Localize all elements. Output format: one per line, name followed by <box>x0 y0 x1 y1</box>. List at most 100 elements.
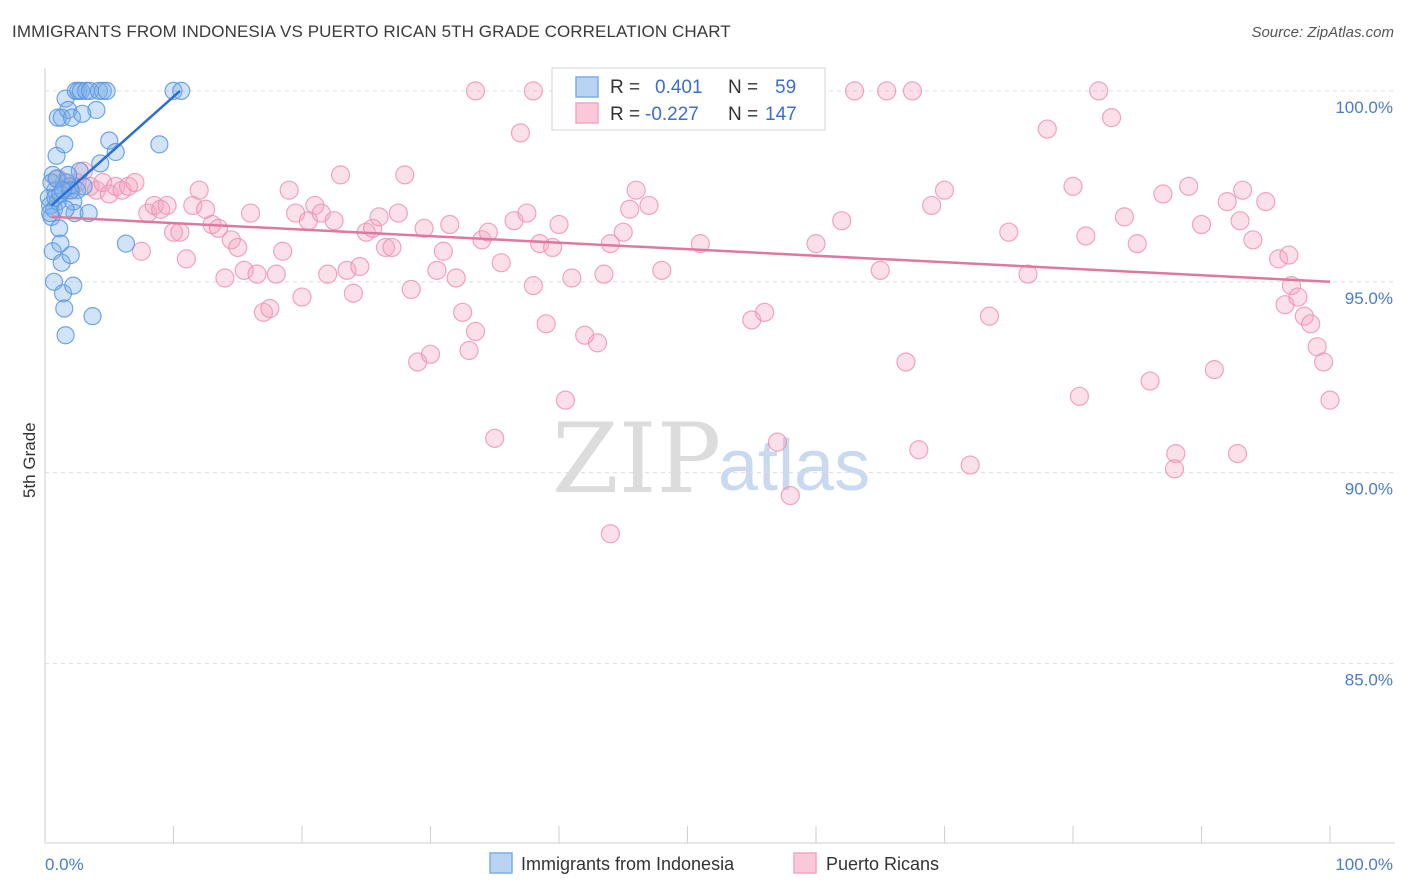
legend-r-label-2: R = <box>610 104 640 125</box>
puerto-ricans-point <box>1114 207 1135 227</box>
legend-n-label-2: N = <box>728 104 758 125</box>
puerto-ricans-point <box>157 195 177 216</box>
puerto-ricans-point <box>401 279 421 300</box>
indonesia-point <box>39 188 58 207</box>
indonesia-point <box>56 326 75 345</box>
puerto-ricans-point <box>652 260 672 280</box>
indonesia-point <box>106 142 125 162</box>
indonesia-point <box>56 200 75 219</box>
puerto-ricans-point <box>1089 81 1109 101</box>
puerto-ricans-point <box>844 81 865 101</box>
puerto-ricans-point <box>221 230 241 250</box>
indonesia-point <box>64 192 83 211</box>
legend-n-label-1: N = <box>728 77 758 98</box>
legend-swatch-blue <box>575 76 599 98</box>
indonesia-point <box>47 169 66 188</box>
puerto-ricans-point <box>517 203 537 223</box>
puerto-ricans-point <box>594 264 614 284</box>
indonesia-point <box>48 108 67 127</box>
puerto-ricans-point <box>337 260 357 280</box>
puerto-ricans-point <box>170 222 190 242</box>
puerto-ricans-trend-line <box>51 215 1331 284</box>
puerto-ricans-point <box>1037 119 1057 139</box>
indonesia-point <box>172 81 191 101</box>
puerto-ricans-point <box>896 352 916 372</box>
puerto-ricans-point <box>999 222 1019 242</box>
puerto-ricans-point <box>453 302 473 322</box>
indonesia-point <box>53 181 73 200</box>
legend-r-value-2: -0.227 <box>645 104 699 125</box>
puerto-ricans-point <box>620 199 640 219</box>
puerto-ricans-point <box>1320 390 1340 410</box>
puerto-ricans-point <box>1294 306 1314 326</box>
puerto-ricans-point <box>1204 360 1224 380</box>
puerto-ricans-point <box>562 268 582 288</box>
puerto-ricans-point <box>523 276 543 296</box>
puerto-ricans-point <box>587 333 608 353</box>
puerto-ricans-point <box>382 237 402 258</box>
puerto-ricans-point <box>1101 108 1122 128</box>
indonesia-point <box>150 135 169 154</box>
tick-labels: 100.0% 95.0% 90.0% 85.0% 0.0% 100.0% <box>45 98 1393 874</box>
puerto-ricans-point <box>414 218 434 238</box>
puerto-ricans-point <box>131 241 151 261</box>
puerto-ricans-point <box>1076 226 1096 246</box>
trend-lines <box>50 89 1331 284</box>
source-label: Source: ZipAtlas.com <box>1251 24 1394 41</box>
bottom-legend: Immigrants from Indonesia Puerto Ricans <box>489 852 939 874</box>
gridlines <box>45 90 1395 665</box>
puerto-ricans-point <box>420 344 441 364</box>
puerto-ricans-point <box>440 214 460 235</box>
puerto-ricans-point <box>350 256 370 277</box>
bottom-legend-label-indonesia: Immigrants from Indonesia <box>521 854 735 874</box>
puerto-ricans-points <box>48 81 1340 544</box>
bottom-legend-label-puerto-ricans: Puerto Ricans <box>826 854 939 874</box>
puerto-ricans-point <box>555 390 576 410</box>
puerto-ricans-point <box>902 81 922 101</box>
puerto-ricans-point <box>1018 264 1038 284</box>
puerto-ricans-point <box>1191 214 1212 235</box>
puerto-ricans-point <box>626 180 646 200</box>
puerto-ricans-point <box>369 207 389 227</box>
indonesia-point <box>100 131 119 150</box>
puerto-ricans-point <box>1069 386 1090 406</box>
puerto-ricans-point <box>909 440 929 460</box>
puerto-ricans-point <box>832 211 852 231</box>
puerto-ricans-point <box>1063 176 1083 196</box>
puerto-ricans-point <box>510 123 531 143</box>
puerto-ricans-point <box>446 268 466 288</box>
puerto-ricans-point <box>536 314 556 334</box>
bottom-legend-swatch-blue <box>489 852 513 874</box>
puerto-ricans-point <box>1230 211 1250 231</box>
y-tick-label-2: 90.0% <box>1345 480 1393 499</box>
puerto-ricans-point <box>395 165 415 185</box>
indonesia-point <box>89 81 109 101</box>
puerto-ricans-point <box>1153 184 1173 204</box>
indonesia-point <box>73 104 92 123</box>
puerto-ricans-point <box>292 287 312 307</box>
axes <box>44 68 1395 844</box>
indonesia-point <box>53 284 73 303</box>
indonesia-points <box>39 81 191 345</box>
indonesia-point <box>116 234 136 253</box>
puerto-ricans-point <box>1279 245 1299 265</box>
puerto-ricans-point <box>215 268 235 288</box>
puerto-ricans-point <box>93 172 113 193</box>
puerto-ricans-point <box>273 241 293 261</box>
y-tick-label-3: 85.0% <box>1345 671 1393 690</box>
puerto-ricans-point <box>600 524 621 544</box>
puerto-ricans-point <box>523 81 543 101</box>
indonesia-point <box>164 81 183 101</box>
puerto-ricans-point <box>465 81 486 101</box>
indonesia-point <box>52 108 71 127</box>
puerto-ricans-point <box>260 298 280 319</box>
indonesia-point <box>50 219 69 238</box>
puerto-ricans-point <box>1217 192 1237 212</box>
puerto-ricans-point <box>228 237 248 258</box>
indonesia-point <box>61 245 80 265</box>
y-tick-label-1: 95.0% <box>1345 289 1393 308</box>
top-legend: R = 0.401 N = 59 R = -0.227 N = 147 <box>551 67 826 131</box>
puerto-ricans-point <box>99 184 119 204</box>
puerto-ricans-point <box>189 180 209 200</box>
